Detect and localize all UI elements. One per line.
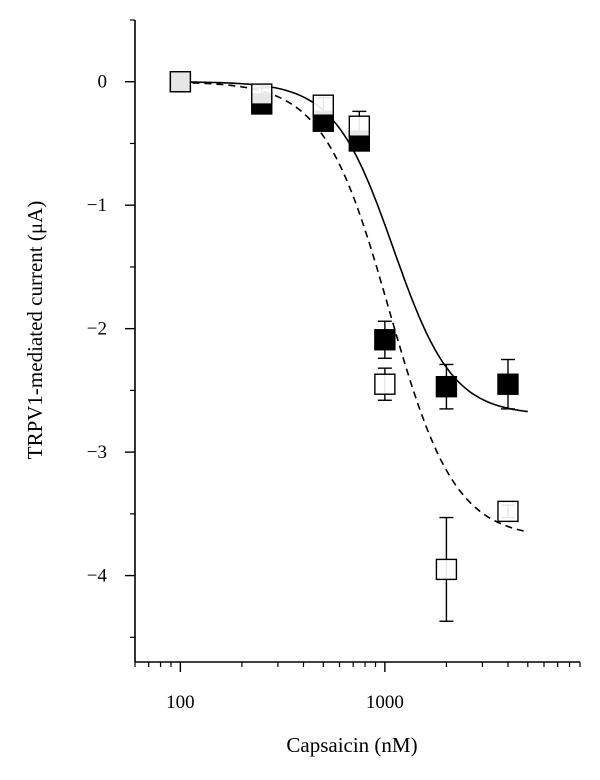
open-square-point — [435, 558, 458, 581]
x-tick-label: 1000 — [366, 692, 404, 713]
y-tick-label: −3 — [87, 442, 107, 463]
x-tick-label: 100 — [166, 692, 195, 713]
y-axis-title: TRPV1-mediated current (μA) — [23, 201, 47, 460]
open-square-point — [312, 94, 335, 116]
y-tick-label: −1 — [87, 195, 107, 216]
y-tick-label: −2 — [87, 319, 107, 340]
open-square-point — [374, 373, 396, 395]
filled-square-point — [497, 373, 519, 395]
fit-curves — [180, 81, 528, 533]
data-markers — [169, 71, 519, 581]
open-square-point — [251, 83, 273, 105]
open-square-point — [169, 71, 192, 93]
error-bars — [173, 77, 515, 622]
x-axis-title: Capsaicin (nM) — [286, 733, 417, 757]
y-tick-label: 0 — [98, 72, 108, 93]
tick-labels: 0 −1 −2 −3 −4 100 1000 — [87, 72, 404, 713]
y-tick-label: −4 — [87, 566, 108, 587]
fit-curve-dashed — [180, 81, 528, 533]
filled-square-point — [374, 329, 396, 351]
open-square-point — [348, 115, 371, 137]
filled-square-point — [435, 375, 458, 398]
axes — [125, 19, 581, 672]
fit-curve-solid — [180, 81, 528, 413]
open-square-point — [497, 500, 519, 523]
